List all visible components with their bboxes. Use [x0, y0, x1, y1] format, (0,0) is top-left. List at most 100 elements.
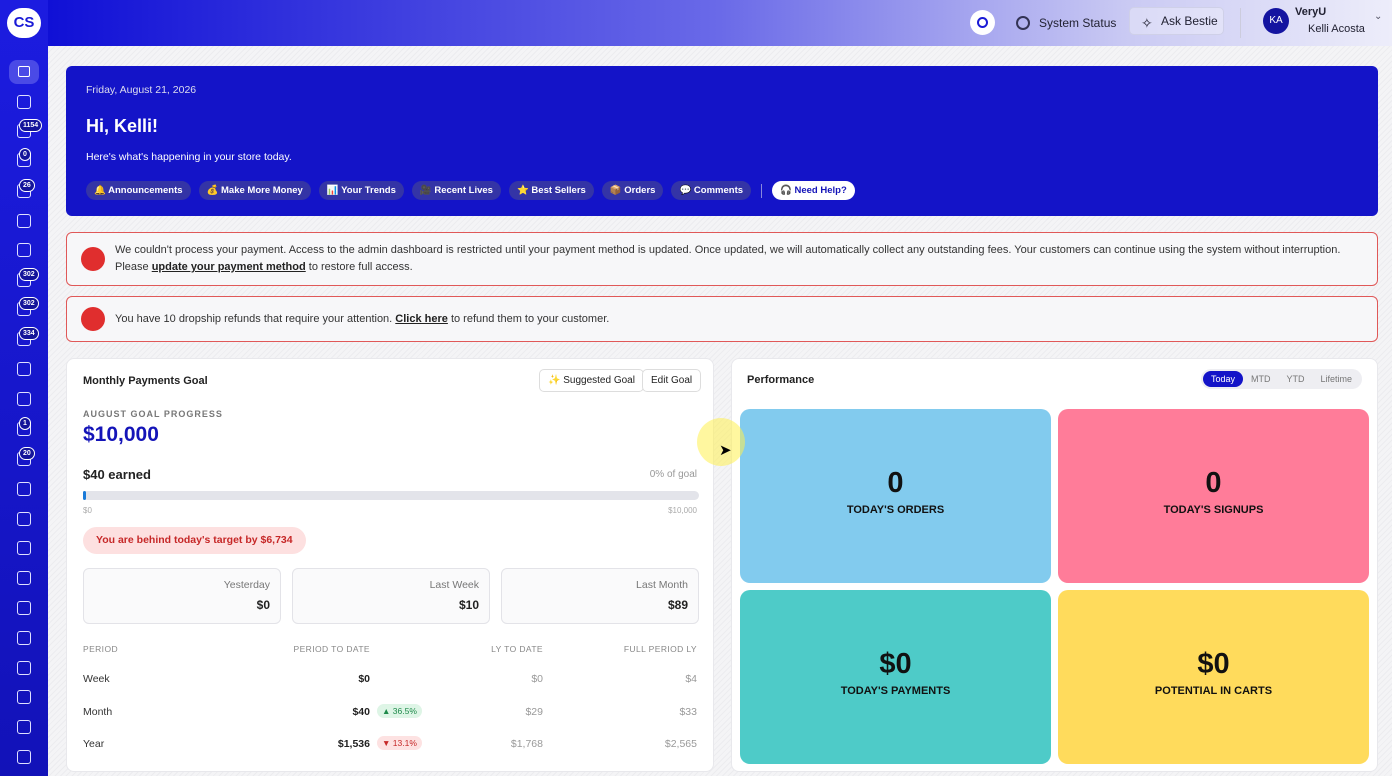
nav-icon[interactable]	[17, 661, 31, 675]
nav-icon[interactable]	[9, 60, 39, 84]
nav-icon[interactable]	[17, 512, 31, 526]
user-name: Kelli Acosta	[1308, 23, 1365, 35]
nav-badge: 302	[19, 297, 39, 310]
nav-icon[interactable]	[17, 690, 31, 704]
nav-icon[interactable]	[17, 392, 31, 406]
nav-icon[interactable]	[17, 750, 31, 764]
alert-link[interactable]: Click here	[395, 312, 448, 325]
nav-badge: 302	[19, 268, 39, 281]
progress-min: $0	[83, 506, 92, 515]
goal-percent: 0% of goal	[649, 469, 697, 480]
row-period: Week	[83, 673, 110, 685]
logo[interactable]: CS	[7, 8, 41, 38]
ask-bestie[interactable]: ✧ Ask Bestie	[1129, 7, 1224, 35]
refund-alert: You have 10 dropship refunds that requir…	[66, 296, 1378, 342]
stat-box: Last Week $10	[292, 568, 490, 624]
behind-target: You are behind today's target by $6,734	[83, 527, 306, 554]
theme-toggle[interactable]	[970, 10, 995, 35]
nav-icon[interactable]	[17, 720, 31, 734]
metric-label: TODAY'S ORDERS	[846, 504, 945, 516]
alert-after: to refund them to your customer.	[447, 312, 610, 325]
row-to-date: $0	[358, 673, 370, 685]
topbar: System Status ✧ Ask Bestie KA VeryU Kelli…	[48, 0, 1392, 46]
goal-earned: $40 earned	[83, 467, 151, 482]
period-tab[interactable]: Today	[1202, 371, 1243, 387]
metric-tile: $0 TODAY'S PAYMENTS	[740, 590, 1051, 764]
home-glyph	[18, 66, 30, 77]
alert-link[interactable]: update your payment method	[151, 261, 306, 273]
quick-link-chip[interactable]: 💰 Make More Money	[198, 181, 311, 200]
nav-icon[interactable]	[17, 601, 31, 615]
quick-link-chip[interactable]: 🎥 Recent Lives	[411, 181, 501, 200]
performance-card: Performance Today MTD YTD Lifetime 0 TODAY'S…	[731, 358, 1378, 772]
stat-box: Yesterday $0	[83, 568, 281, 624]
hero-greeting: Hi, Kelli!	[86, 116, 159, 136]
chip-divider	[761, 183, 763, 198]
performance-title: Performance	[747, 374, 815, 386]
row-change: ▼ 13.1%	[377, 736, 422, 750]
sidebar: CS 1154 0 26 302 302 334 1 20	[0, 0, 48, 776]
edit-goal-button[interactable]: Edit Goal	[642, 369, 702, 392]
progress-fill	[83, 491, 86, 500]
nav-icon[interactable]	[17, 482, 31, 496]
row-period: Year	[83, 738, 105, 750]
table-header: PERIOD TO DATE	[293, 644, 370, 654]
avatar[interactable]: KA	[1263, 8, 1289, 34]
quick-link-chip[interactable]: 📦 Orders	[601, 181, 664, 200]
suggested-goal-button[interactable]: ✨ Suggested Goal	[539, 369, 644, 392]
nav-icon[interactable]	[17, 214, 31, 228]
nav-icon[interactable]	[17, 95, 31, 109]
alert-before: We couldn't process your payment. Access…	[115, 244, 1341, 273]
nav-badge: 1154	[19, 119, 43, 132]
row-to-date: $40	[352, 705, 370, 718]
quick-link-chip[interactable]: ⭐ Best Sellers	[508, 181, 594, 200]
ask-bestie-label: Ask Bestie	[1161, 14, 1218, 28]
quick-link-chip[interactable]: 📊 Your Trends	[318, 181, 404, 200]
row-ly: $1,768	[510, 738, 543, 750]
progress-track	[83, 491, 699, 500]
system-status-label: System Status	[1039, 16, 1117, 30]
goal-label: AUGUST GOAL PROGRESS	[83, 409, 223, 419]
nav-icon[interactable]	[17, 541, 31, 555]
row-change: ▲ 36.5%	[377, 703, 422, 718]
quick-link-chip[interactable]: 💬 Comments	[671, 181, 752, 200]
hero-subtitle: Here's what's happening in your store to…	[86, 151, 292, 163]
table-header: FULL PERIOD LY	[623, 644, 697, 654]
nav-icon[interactable]	[17, 362, 31, 376]
store-name: VeryU	[1295, 6, 1327, 18]
table-header: LY TO DATE	[491, 644, 543, 654]
metric-value: $0	[879, 648, 912, 680]
metric-label: POTENTIAL IN CARTS	[1154, 685, 1273, 697]
row-period: Month	[83, 705, 113, 718]
stat-label: Last Month	[636, 579, 688, 591]
system-status[interactable]: System Status	[1014, 12, 1116, 34]
stat-value: $89	[667, 598, 688, 612]
period-tab[interactable]: Lifetime	[1320, 374, 1352, 384]
hero-date: Friday, August 21, 2026	[86, 84, 197, 96]
stat-value: $0	[256, 598, 270, 612]
metric-tile: 0 TODAY'S ORDERS	[740, 409, 1051, 583]
period-tab[interactable]: YTD	[1286, 374, 1305, 384]
need-help-button[interactable]: 🎧 Need Help?	[772, 181, 855, 200]
metric-value: 0	[1205, 467, 1222, 499]
nav-icon[interactable]	[17, 571, 31, 585]
nav-badge: 26	[19, 179, 35, 192]
row-full: $2,565	[664, 738, 697, 750]
stat-value: $10	[458, 598, 479, 612]
period-tab[interactable]: MTD	[1250, 374, 1271, 384]
metric-tile: $0 POTENTIAL IN CARTS	[1058, 590, 1369, 764]
alert-text: We couldn't process your payment. Access…	[115, 242, 1357, 276]
row-ly: $0	[531, 673, 543, 685]
nav-badge: 334	[19, 327, 39, 340]
nav-icon[interactable]	[17, 631, 31, 645]
payment-alert: We couldn't process your payment. Access…	[66, 232, 1378, 286]
chip-row: 🔔 Announcements 💰 Make More Money 📊 Your T…	[86, 181, 855, 200]
row-full: $4	[685, 673, 697, 685]
goal-title: Monthly Payments Goal	[83, 375, 208, 387]
goal-card: Monthly Payments Goal ✨ Suggested Goal E…	[66, 358, 714, 772]
user-menu-caret[interactable]: ⌄	[1374, 11, 1383, 22]
quick-link-chip[interactable]: 🔔 Announcements	[86, 181, 191, 200]
nav-badge: 20	[19, 447, 35, 460]
nav-icon[interactable]	[17, 243, 31, 257]
